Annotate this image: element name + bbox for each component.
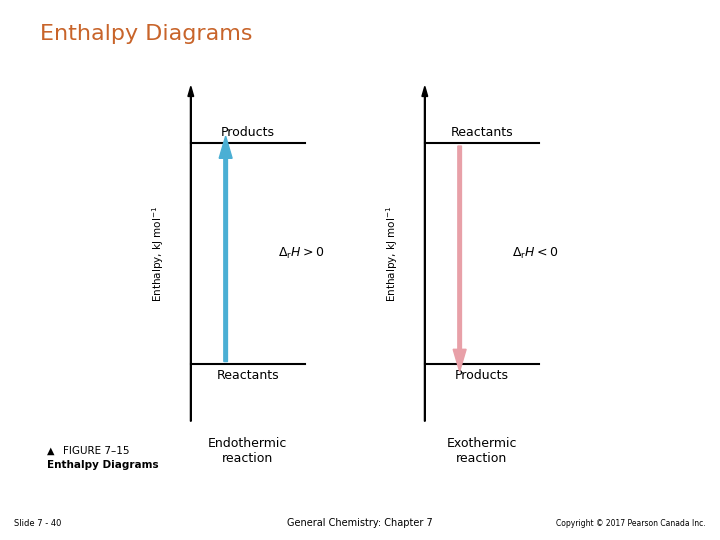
Text: ▲: ▲ (47, 446, 54, 456)
Text: Products: Products (455, 369, 509, 382)
Text: Exothermic
reaction: Exothermic reaction (446, 437, 517, 465)
Text: Enthalpy, kJ mol$^{-1}$: Enthalpy, kJ mol$^{-1}$ (150, 206, 166, 302)
Text: Products: Products (221, 126, 275, 139)
Text: FIGURE 7–15: FIGURE 7–15 (63, 446, 130, 456)
Text: Endothermic
reaction: Endothermic reaction (208, 437, 287, 465)
Text: Enthalpy, kJ mol$^{-1}$: Enthalpy, kJ mol$^{-1}$ (384, 206, 400, 302)
Text: Reactants: Reactants (217, 369, 279, 382)
Text: $\Delta_{\mathrm{r}}H > 0$: $\Delta_{\mathrm{r}}H > 0$ (278, 246, 325, 261)
Text: General Chemistry: Chapter 7: General Chemistry: Chapter 7 (287, 518, 433, 528)
Text: Enthalpy Diagrams: Enthalpy Diagrams (47, 460, 158, 470)
Text: $\Delta_{\mathrm{r}}H < 0$: $\Delta_{\mathrm{r}}H < 0$ (512, 246, 559, 261)
Text: Reactants: Reactants (451, 126, 513, 139)
Text: Slide 7 - 40: Slide 7 - 40 (14, 519, 62, 528)
Text: Enthalpy Diagrams: Enthalpy Diagrams (40, 24, 252, 44)
Text: Copyright © 2017 Pearson Canada Inc.: Copyright © 2017 Pearson Canada Inc. (556, 519, 706, 528)
